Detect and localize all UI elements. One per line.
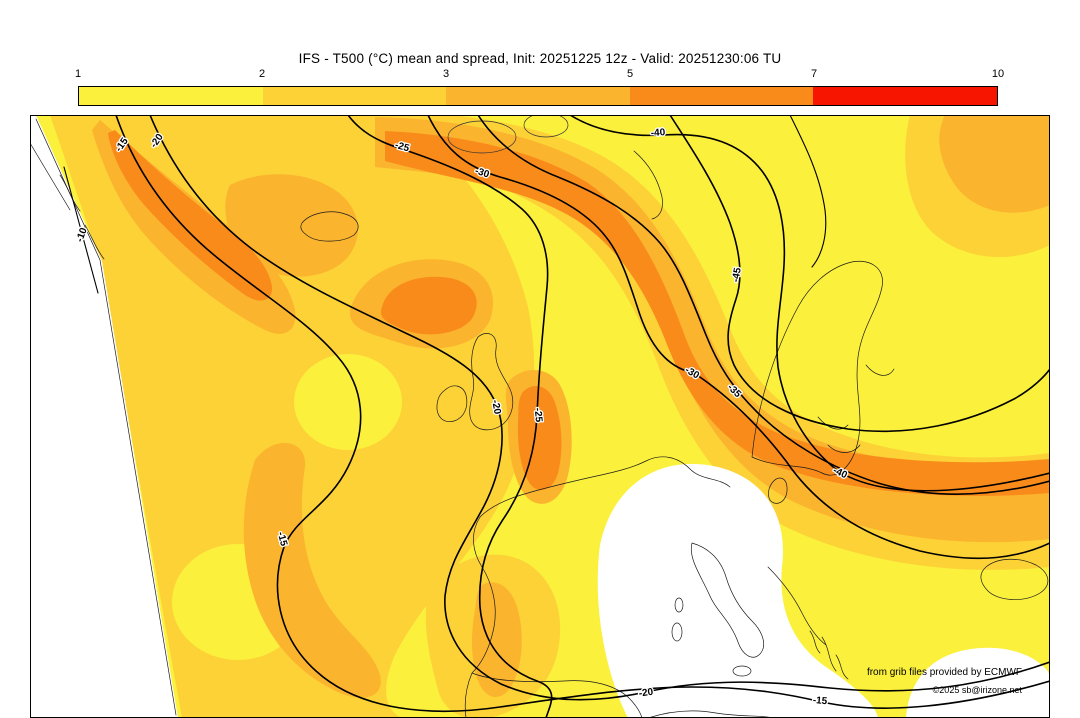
coastline-iceland bbox=[300, 211, 359, 242]
spread-3-5-region bbox=[243, 442, 381, 698]
colorbar-tick: 3 bbox=[442, 68, 450, 80]
contour-minus-50 bbox=[789, 115, 827, 268]
coastline-layer bbox=[30, 118, 1049, 718]
contour-label: -15 bbox=[275, 531, 289, 548]
spread-3-5-region bbox=[939, 115, 1050, 213]
coastline-baltic bbox=[817, 364, 895, 453]
contour-minus-25 bbox=[347, 115, 553, 718]
spread-1-2-hole bbox=[294, 354, 402, 450]
colorbar-tick: 10 bbox=[991, 68, 1005, 80]
coastline-sicily bbox=[732, 665, 752, 677]
coastline-italy bbox=[690, 542, 764, 658]
coastline-northwest-europe bbox=[479, 456, 731, 518]
no-data-region-southeast bbox=[906, 647, 1050, 718]
contour-minus-30 bbox=[427, 115, 1050, 560]
no-data-layer bbox=[30, 115, 1050, 718]
colorbar-legend: 1 2 3 5 7 10 bbox=[74, 68, 1004, 106]
coastline-denmark bbox=[768, 477, 788, 504]
credit-irizone: ©2025 sb@irizone.net bbox=[933, 685, 1023, 695]
map-canvas: -15 -20 -10 -25 -30 -40 -45 -30 -35 -20 … bbox=[30, 115, 1050, 718]
colorbar-tick: 5 bbox=[626, 68, 634, 80]
map-domain-edge bbox=[35, 118, 177, 716]
contour-label: -15 bbox=[812, 695, 828, 707]
coastline-balkans bbox=[767, 566, 827, 646]
no-data-region-mediterranean bbox=[597, 463, 878, 718]
coastline-black-sea bbox=[980, 558, 1049, 600]
contour-minus-40 bbox=[569, 115, 1050, 492]
coastline-corsica bbox=[674, 597, 684, 613]
colorbar-bar bbox=[78, 86, 998, 106]
colorbar-segment-1-2 bbox=[79, 87, 263, 105]
contour-label: -45 bbox=[730, 267, 743, 284]
no-data-region-arctic bbox=[523, 115, 569, 138]
spread-5-7-core bbox=[108, 130, 273, 301]
colorbar-tick: 7 bbox=[810, 68, 818, 80]
contour-label: -20 bbox=[489, 399, 502, 416]
coastline-greece bbox=[809, 630, 849, 680]
colorbar-tick: 1 bbox=[74, 68, 82, 80]
no-data-region-west-edge bbox=[30, 115, 178, 718]
contour-label: -40 bbox=[650, 127, 666, 139]
contour-minus-45 bbox=[669, 115, 1050, 433]
chart-title: IFS - T500 (°C) mean and spread, Init: 2… bbox=[298, 51, 782, 66]
contour-layer bbox=[63, 115, 1050, 718]
coastline-scandinavia bbox=[751, 261, 883, 476]
colorbar-segment-7-10 bbox=[813, 87, 997, 105]
coastline-greenland bbox=[30, 142, 105, 260]
colorbar-segment-2-3 bbox=[262, 87, 447, 105]
spread-3-5-region bbox=[472, 582, 522, 697]
colorbar-tick: 2 bbox=[258, 68, 266, 80]
contour-minus-10 bbox=[63, 166, 99, 294]
contour-minus-35 bbox=[477, 115, 1050, 495]
coastline-sardinia bbox=[671, 622, 683, 642]
credit-ecmwf: from grib files provided by ECMWF bbox=[867, 667, 1022, 678]
contour-label: -20 bbox=[638, 687, 654, 700]
colorbar-ticks: 1 2 3 5 7 10 bbox=[74, 68, 1004, 84]
contour-minus-20 bbox=[149, 115, 1050, 701]
colorbar-segment-5-7 bbox=[629, 87, 814, 105]
coastline-north-africa bbox=[647, 710, 775, 718]
coastline-novaya-zemlya bbox=[633, 150, 663, 220]
contour-minus-15 bbox=[115, 115, 1050, 713]
coastline-ireland bbox=[436, 385, 468, 422]
spread-3-5-region bbox=[225, 174, 358, 277]
contour-label: -25 bbox=[532, 407, 544, 423]
colorbar-segment-3-5 bbox=[446, 87, 630, 105]
spread-5-7-core bbox=[380, 276, 477, 335]
